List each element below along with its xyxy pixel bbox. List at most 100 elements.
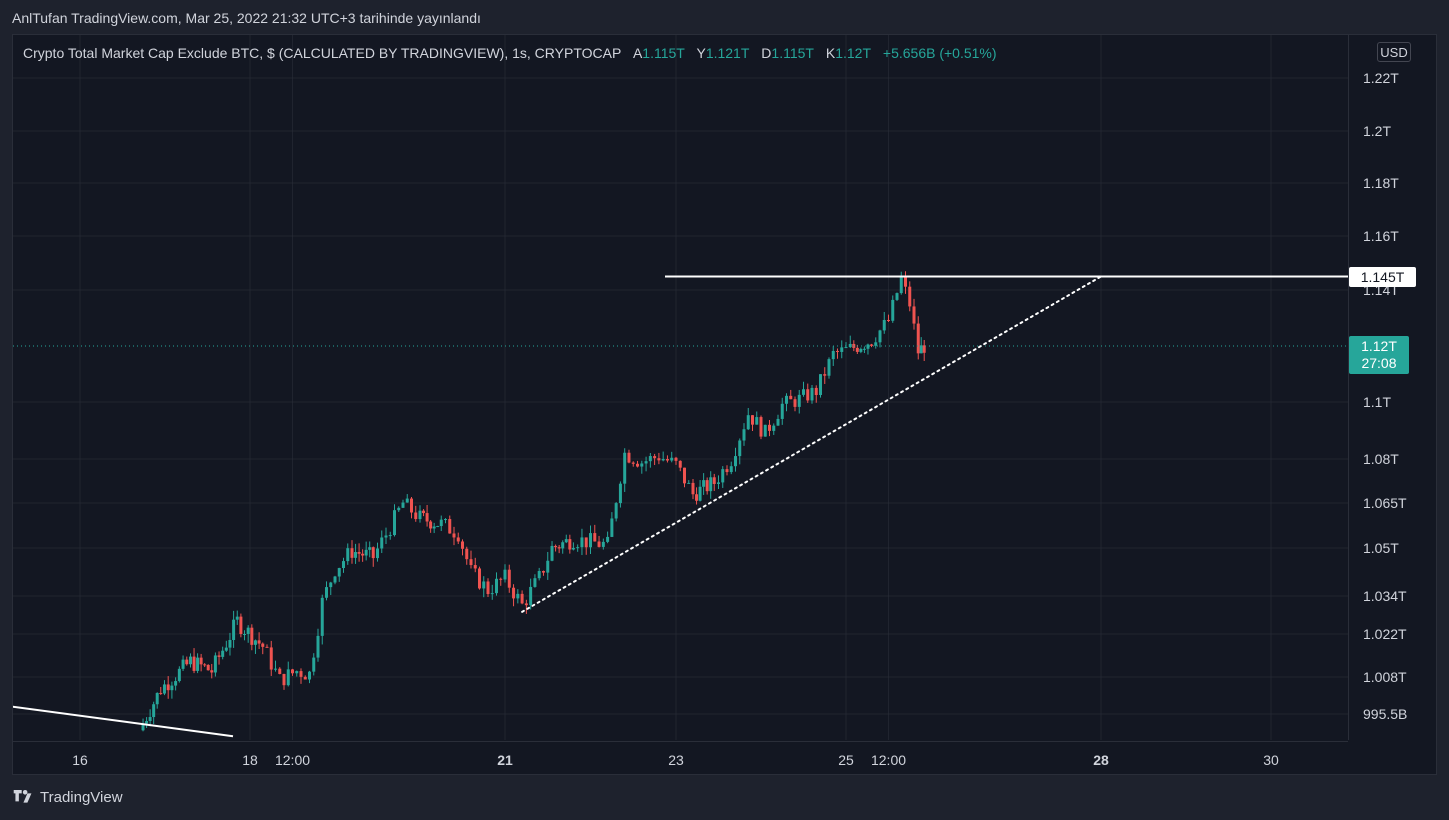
candle-body (465, 548, 469, 560)
candle-body (844, 347, 848, 349)
candle-body (418, 510, 422, 520)
resistance-price-label: 1.145T (1349, 266, 1416, 287)
chart-svg[interactable] (13, 35, 1348, 740)
candle-body (648, 456, 652, 462)
candle-body (503, 569, 507, 580)
candle-body (827, 359, 831, 376)
chart-plot-area[interactable] (13, 35, 1348, 740)
candle-body (823, 374, 827, 376)
price-tick-label: 1.05T (1363, 540, 1399, 556)
candle-body (425, 513, 429, 522)
candle-body (456, 537, 460, 542)
candle-body (159, 692, 163, 694)
candle-body (320, 597, 324, 636)
candle-body (380, 537, 384, 549)
candle-body (554, 545, 558, 548)
candle-body (162, 684, 166, 694)
candle-body (831, 350, 835, 360)
candle-body (329, 582, 333, 588)
candle-body (232, 619, 236, 640)
countdown-timer: 27:08 (1361, 355, 1397, 371)
candle-body (836, 350, 839, 352)
candle-body (797, 394, 801, 407)
candle-body (759, 417, 763, 437)
candle-body (644, 461, 648, 464)
candle-body (397, 507, 401, 511)
candle-body (729, 466, 733, 473)
support-trendline (521, 275, 1102, 613)
candle-body (516, 593, 520, 599)
candle-body (623, 452, 627, 484)
candle-body (490, 593, 494, 595)
candle-body (253, 640, 257, 645)
candle-body (444, 519, 447, 521)
footer-brand-text: TradingView (40, 789, 123, 806)
candle-body (882, 319, 886, 331)
candle-body (469, 559, 473, 566)
candle-body (712, 477, 716, 484)
candle-body (325, 587, 328, 598)
candle-body (174, 681, 178, 686)
candle-body (224, 647, 228, 651)
time-axis[interactable]: 16 18 12:00 21 23 25 12:00 28 30 (13, 741, 1348, 776)
candle-body (908, 286, 912, 307)
candle-body (512, 587, 516, 599)
low-label: D (761, 45, 772, 61)
candle-body (410, 498, 413, 513)
price-axis[interactable]: 1.22T 1.2T 1.18T 1.16T 1.14T 1.1T 1.08T 1.065T 1… (1348, 35, 1437, 740)
price-tick-label: 995.5B (1363, 706, 1408, 722)
candle-body (529, 586, 533, 606)
candle-body (448, 519, 452, 534)
candle-body (806, 389, 810, 401)
candle-body (414, 512, 418, 520)
candle-body (308, 671, 311, 680)
candle-body (350, 548, 354, 558)
close-label: K (825, 45, 836, 61)
candle-body (746, 415, 750, 430)
open-value: 1.115T (642, 45, 685, 61)
candle-body (546, 560, 550, 573)
candle-body (610, 518, 614, 537)
candle-body (246, 627, 250, 634)
candle-body (776, 418, 780, 426)
candle-body (507, 569, 511, 588)
candle-body (357, 552, 361, 554)
candle-body (862, 348, 866, 350)
candle-body (291, 669, 294, 674)
candle-body (495, 578, 498, 594)
candle-body (557, 547, 561, 549)
candle-body (810, 387, 814, 401)
candle-body (199, 657, 203, 665)
tradingview-logo-icon (13, 789, 32, 803)
candle-body (346, 548, 350, 562)
downtrend-line (13, 705, 234, 738)
candle-body (904, 276, 907, 287)
candle-body (541, 571, 545, 573)
candle-body (461, 541, 464, 549)
candle-body (429, 521, 433, 529)
currency-button[interactable]: USD (1377, 42, 1411, 62)
candle-body (221, 650, 225, 657)
candle-body (239, 616, 243, 634)
price-tick-label: 1.22T (1363, 70, 1399, 86)
candle-body (286, 669, 290, 686)
candle-body (274, 668, 277, 670)
candle-body (235, 616, 239, 620)
candle-body (698, 486, 702, 501)
time-tick-label: 16 (72, 752, 88, 768)
close-value: 1.12T (835, 45, 872, 61)
price-tick-label: 1.034T (1363, 588, 1407, 604)
candle-body (152, 704, 156, 718)
candle-body (593, 533, 597, 542)
candle-body (601, 541, 605, 547)
candle-body (439, 519, 443, 527)
chart-legend: Crypto Total Market Cap Exclude BTC, $ (… (23, 45, 997, 61)
candle-body (789, 395, 793, 400)
candle-body (250, 627, 254, 645)
candle-body (848, 343, 852, 348)
candle-body (618, 483, 622, 504)
candle-body (342, 561, 345, 569)
footer-brand[interactable]: TradingView (12, 789, 123, 806)
candle-body (895, 293, 899, 300)
candle-body (550, 545, 554, 561)
